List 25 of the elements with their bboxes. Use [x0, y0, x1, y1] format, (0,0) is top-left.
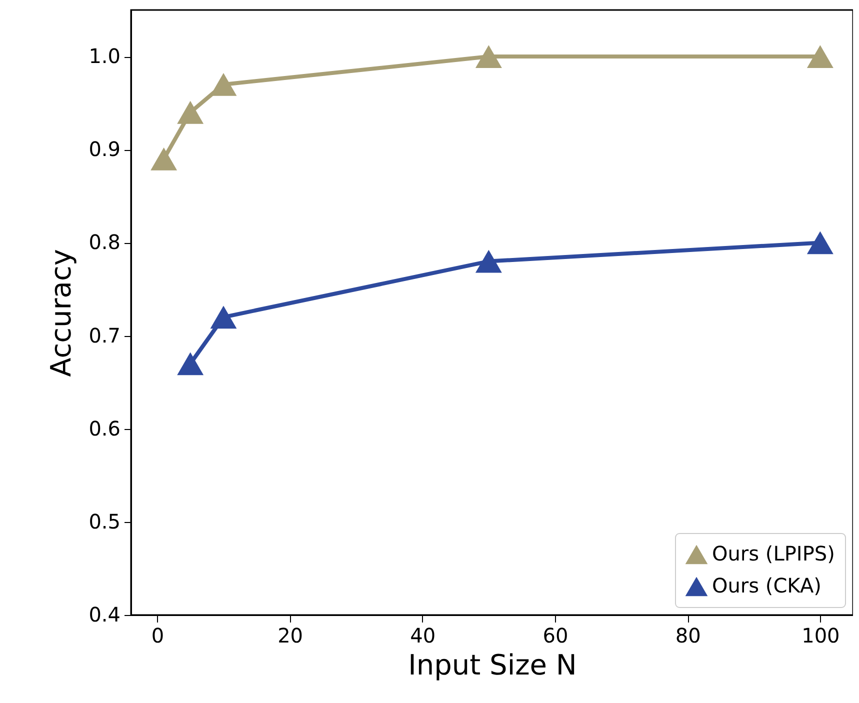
x-tick-label: 80: [675, 624, 701, 648]
y-tick-label: 0.6: [88, 416, 120, 440]
point: [150, 147, 178, 170]
point: [177, 352, 204, 376]
y-tick-label: 0.8: [88, 230, 120, 254]
point: [475, 45, 502, 68]
point: [475, 250, 502, 273]
point: [177, 100, 204, 124]
x-tick-label: 20: [278, 624, 304, 648]
x-tick-label: 0: [151, 624, 164, 648]
y-tick-label: 0.7: [88, 323, 120, 348]
legend-label: Ours (CKA): [712, 574, 822, 598]
legend-label: Ours (LPIPS): [712, 542, 835, 566]
y-tick-label: 0.5: [88, 509, 120, 534]
y-axis-title: Accuracy: [44, 249, 78, 377]
point: [806, 45, 834, 68]
y-tick-label: 0.4: [88, 602, 120, 626]
x-tick-label: 60: [542, 624, 568, 648]
point: [806, 231, 834, 254]
x-tick-label: 100: [802, 624, 840, 648]
x-tick-label: 40: [410, 624, 436, 648]
y-tick-label: 1.0: [88, 44, 120, 68]
x-axis-title: Input Size N: [408, 648, 577, 682]
y-tick-label: 0.9: [88, 137, 120, 162]
point: [210, 306, 237, 329]
